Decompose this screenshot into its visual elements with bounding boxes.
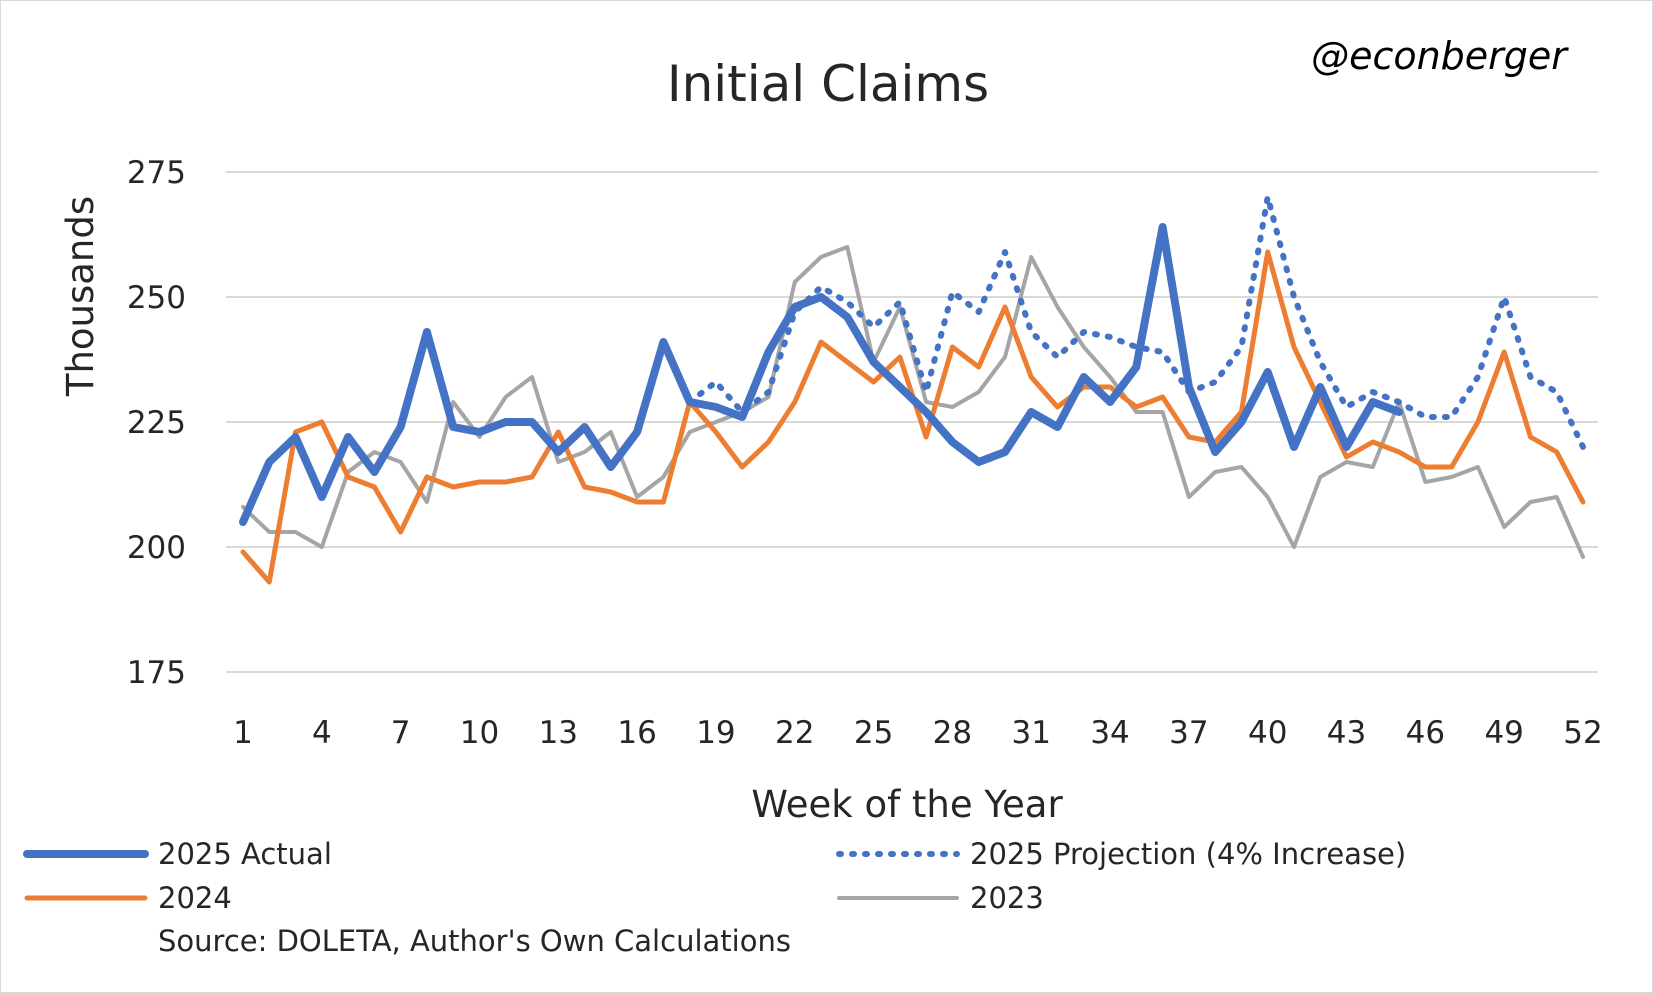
legend-label: 2025 Actual [158,837,332,871]
author-handle: @econberger [1311,34,1569,78]
x-tick-label: 16 [617,715,656,751]
legend-label: 2023 [970,881,1044,915]
x-tick-label: 13 [539,715,578,751]
x-tick-label: 25 [854,715,893,751]
x-tick-label: 1 [233,715,253,751]
x-tick-label: 22 [775,715,814,751]
series-line-2025-actual [239,223,1404,526]
x-tick-label: 4 [312,715,332,751]
source-note: Source: DOLETA, Author's Own Calculation… [158,924,791,958]
y-tick-labels: 175 200 225 250 275 [127,155,186,691]
legend: 2025 Actual 2025 Projection (4% Increase)… [23,837,1406,915]
y-tick-label: 200 [127,530,186,566]
legend-label: 2024 [158,881,232,915]
x-tick-label: 10 [460,715,499,751]
x-axis-title: Week of the Year [751,783,1063,826]
x-tick-label: 31 [1012,715,1051,751]
x-tick-label: 7 [391,715,411,751]
x-tick-label: 34 [1090,715,1129,751]
x-tick-label: 46 [1406,715,1445,751]
y-tick-label: 275 [127,155,186,191]
x-tick-label: 52 [1563,715,1602,751]
y-tick-label: 250 [127,280,186,316]
x-tick-label: 19 [696,715,735,751]
x-tick-label: 37 [1169,715,1208,751]
legend-label: 2025 Projection (4% Increase) [970,837,1406,871]
y-tick-label: 175 [127,655,186,691]
series-line-2023 [241,245,1585,559]
chart-title: Initial Claims [667,55,989,113]
x-tick-labels: 1 4 7 10 13 16 19 22 25 28 31 34 37 40 43 46 49 52 [233,715,1603,751]
series-lines [239,194,1586,585]
x-tick-label: 28 [933,715,972,751]
x-tick-label: 40 [1248,715,1287,751]
y-tick-label: 225 [127,405,186,441]
x-tick-label: 43 [1327,715,1366,751]
x-tick-label: 49 [1484,715,1523,751]
y-axis-title: Thousands [59,196,102,397]
series-line-2024 [240,249,1586,585]
